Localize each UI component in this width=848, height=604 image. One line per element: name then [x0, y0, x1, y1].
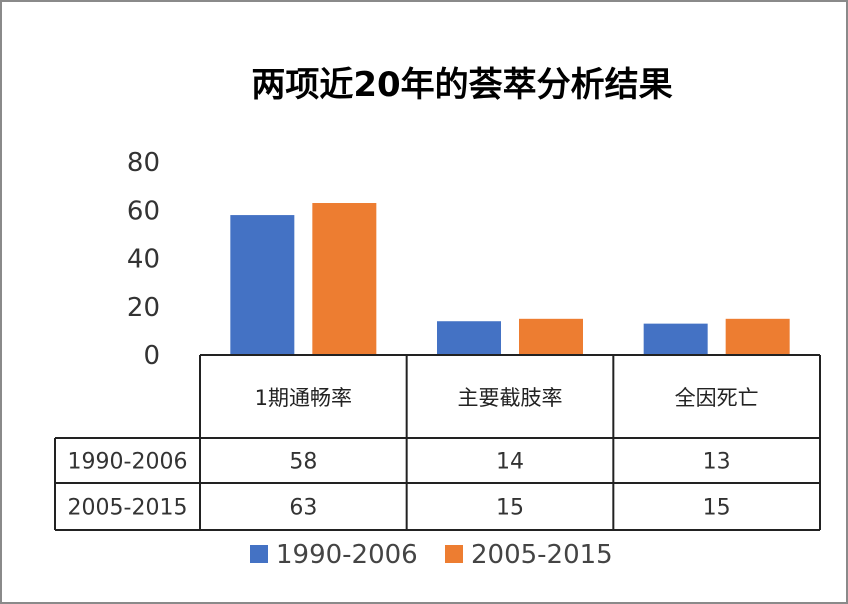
bar-2005-2015-主要截肢率: [519, 318, 583, 355]
y-tick-label: 80: [127, 148, 160, 178]
data-table: 1期通畅率 主要截肢率 全因死亡 1990-2006 58 14 13 2005-2015 63…: [54, 354, 821, 531]
table-cell-value: 13: [703, 450, 731, 475]
chart-title: 两项近20年的荟萃分析结果: [251, 65, 672, 105]
table-row-label: 2005-2015: [68, 496, 188, 521]
table-cell-value: 63: [289, 496, 317, 521]
legend-label: 2005-2015: [471, 540, 613, 570]
table-cell-value: 58: [289, 450, 317, 475]
y-tick-label: 60: [127, 196, 160, 226]
legend-swatch: [250, 545, 268, 563]
legend-swatch: [445, 545, 463, 563]
category-label: 1期通畅率: [255, 386, 352, 410]
y-tick-label: 20: [127, 293, 160, 323]
table-cell-value: 15: [703, 496, 731, 521]
y-tick-label: 40: [127, 245, 160, 275]
table-cell-value: 14: [496, 450, 524, 475]
bar-2005-2015-全因死亡: [725, 318, 790, 355]
legend: 1990-2006 2005-2015: [250, 540, 613, 570]
bar-1990-2006-1期通畅率: [230, 215, 295, 355]
bars-group: [230, 203, 790, 355]
table-row-label: 1990-2006: [68, 450, 188, 475]
table-cell-value: 15: [496, 496, 524, 521]
bar-2005-2015-1期通畅率: [312, 203, 377, 355]
category-label: 全因死亡: [675, 386, 759, 410]
bar-1990-2006-主要截肢率: [437, 321, 501, 355]
y-axis: 0 20 40 60 80: [127, 148, 160, 371]
legend-label: 1990-2006: [276, 540, 418, 570]
category-label: 主要截肢率: [458, 386, 563, 410]
bar-1990-2006-全因死亡: [643, 323, 708, 355]
y-tick-label: 0: [143, 341, 160, 371]
